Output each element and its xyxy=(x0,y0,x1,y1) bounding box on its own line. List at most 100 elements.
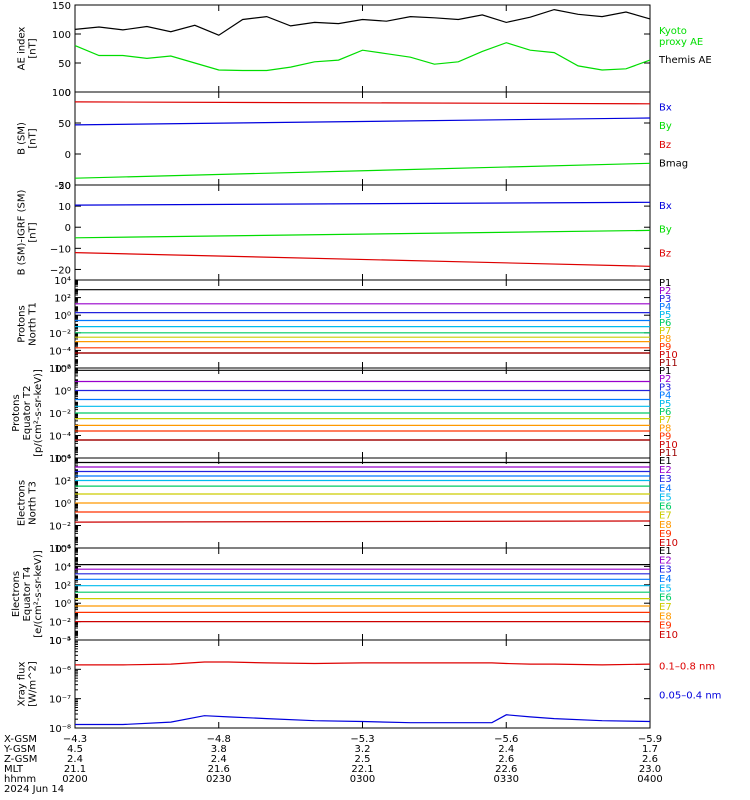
x-row-value: 2.4 xyxy=(498,744,514,755)
legend-entry: E5 xyxy=(659,583,672,594)
legend-entry: P4 xyxy=(659,391,671,402)
y-tick-label: 100 xyxy=(52,88,71,99)
y-tick-label: 10⁻⁵ xyxy=(49,636,71,647)
panel-frame xyxy=(74,639,651,729)
series-line xyxy=(74,42,651,72)
legend-entry: P5 xyxy=(659,310,671,321)
y-tick-label: 10⁻⁸ xyxy=(49,724,71,735)
legend-entry: P11 xyxy=(659,448,678,459)
legend-entry: E2 xyxy=(659,465,672,476)
legend-entry: E1 xyxy=(659,546,672,557)
legend-entry: 0.05–0.4 nm xyxy=(659,691,721,702)
y-tick-label: 10⁰ xyxy=(54,599,71,610)
legend-entry: P1 xyxy=(659,366,671,377)
y-axis-label: North T1 xyxy=(28,302,39,346)
legend-entry: P2 xyxy=(659,374,671,385)
legend-entry: P8 xyxy=(659,423,671,434)
legend-entry: E5 xyxy=(659,492,672,503)
x-row-value: 3.2 xyxy=(355,744,371,755)
x-row-value: 2.6 xyxy=(498,754,514,765)
y-tick-label: 0 xyxy=(65,150,71,161)
legend-entry: E4 xyxy=(659,483,672,494)
legend-entry: 0.1–0.8 nm xyxy=(659,661,715,672)
series-line xyxy=(74,162,651,179)
y-axis-label: [p/(cm²-s-sr-keV)] xyxy=(33,369,44,457)
legend-entry: Bx xyxy=(659,201,672,212)
x-row-value: 2.4 xyxy=(67,754,83,765)
x-row-label: hhmm xyxy=(4,774,36,785)
legend-entry: P6 xyxy=(659,407,671,418)
legend-entry: E3 xyxy=(659,474,672,485)
y-axis-label: North T3 xyxy=(28,481,39,525)
y-axis-label: [e/(cm²-s-sr-keV)] xyxy=(33,550,44,638)
x-row-value: 0400 xyxy=(637,774,662,785)
x-row-value: 3.8 xyxy=(211,744,227,755)
y-tick-label: 10² xyxy=(54,294,71,305)
legend-entry: P7 xyxy=(659,415,671,426)
y-tick-label: 10⁶ xyxy=(54,544,71,555)
legend-entry: proxy AE xyxy=(659,37,703,48)
legend-entry: E10 xyxy=(659,630,678,641)
series-line xyxy=(74,229,651,239)
y-axis-label: Xray flux xyxy=(17,662,28,707)
x-row-label: MLT xyxy=(4,764,24,775)
x-row-value: 0200 xyxy=(62,774,87,785)
x-row-label: Z-GSM xyxy=(4,754,37,765)
x-row-value: 21.1 xyxy=(64,764,86,775)
legend-entry: P2 xyxy=(659,286,671,297)
y-tick-label: 100 xyxy=(52,30,71,41)
x-row-value: 22.1 xyxy=(351,764,373,775)
legend-entry: E1 xyxy=(659,456,672,467)
legend-entry: P11 xyxy=(659,358,678,369)
y-axis-label: Protons xyxy=(17,305,28,342)
y-axis-label: [nT] xyxy=(28,38,39,58)
legend-entry: P9 xyxy=(659,432,671,443)
legend-entry: E4 xyxy=(659,574,672,585)
legend-entry: E9 xyxy=(659,529,672,540)
legend-entry: P9 xyxy=(659,342,671,353)
legend-entry: P6 xyxy=(659,318,671,329)
x-row-value: 1.7 xyxy=(642,744,658,755)
y-axis-label: Equator T4 xyxy=(22,567,33,622)
legend-entry: P8 xyxy=(659,334,671,345)
legend-entry: P7 xyxy=(659,326,671,337)
legend-entry: P4 xyxy=(659,302,671,313)
date-label: 2024 Jun 14 xyxy=(4,784,64,795)
legend-entry: Themis AE xyxy=(658,55,712,66)
legend-entry: E7 xyxy=(659,602,672,613)
legend-entry: By xyxy=(659,121,672,132)
y-tick-label: 10⁻⁴ xyxy=(49,432,71,443)
legend-entry: E8 xyxy=(659,520,672,531)
series-line xyxy=(74,101,651,105)
y-axis-label: Equator T2 xyxy=(22,386,33,441)
y-tick-label: 10⁻² xyxy=(49,329,71,340)
x-row-value: 23.0 xyxy=(639,764,661,775)
y-axis-label: B (SM)-IGRF (SM) xyxy=(17,190,28,276)
x-row-value: 2.4 xyxy=(211,754,227,765)
y-tick-label: 10⁰ xyxy=(54,499,71,510)
y-tick-label: 10⁴ xyxy=(54,454,71,465)
legend-entry: E6 xyxy=(659,593,672,604)
y-tick-label: 10⁻⁶ xyxy=(49,364,71,375)
x-row-value: −4.3 xyxy=(63,734,87,745)
x-row-value: 2.5 xyxy=(355,754,371,765)
legend-entry: E8 xyxy=(659,611,672,622)
y-axis-label: [nT] xyxy=(28,128,39,148)
legend-entry: P10 xyxy=(659,440,678,451)
legend-entry: E3 xyxy=(659,565,672,576)
y-tick-label: 10⁻⁶ xyxy=(49,454,71,465)
y-axis-label: [W/m^2] xyxy=(28,661,39,707)
y-tick-label: 10⁻⁴ xyxy=(49,636,71,647)
legend-entry: E9 xyxy=(659,621,672,632)
legend-entry: Bmag xyxy=(659,158,688,169)
y-tick-label: −10 xyxy=(50,244,71,255)
series-line xyxy=(74,8,651,36)
legend-entry: P10 xyxy=(659,350,678,361)
y-tick-label: 50 xyxy=(58,59,71,70)
legend-entry: P3 xyxy=(659,382,671,393)
x-row-value: 0230 xyxy=(206,774,231,785)
y-tick-label: 10⁻⁷ xyxy=(49,695,71,706)
legend-entry: E6 xyxy=(659,502,672,513)
y-tick-label: 10⁻² xyxy=(49,618,71,629)
